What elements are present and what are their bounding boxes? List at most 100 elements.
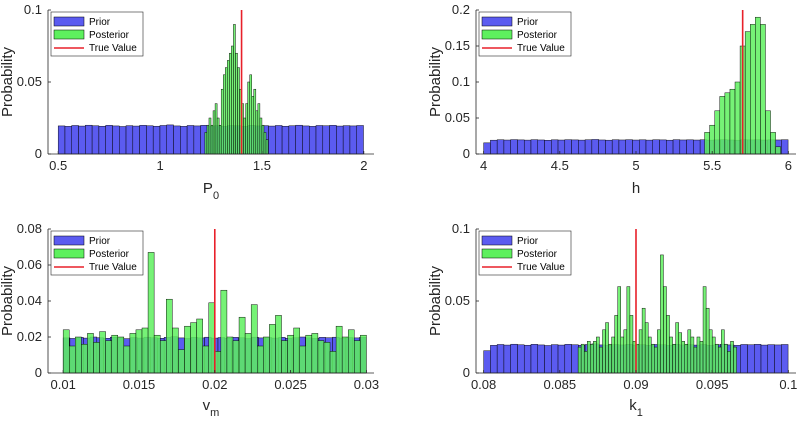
legend-swatch: [481, 29, 513, 40]
bar-posterior: [580, 343, 585, 374]
bar-prior: [760, 344, 769, 374]
bar-prior: [530, 139, 538, 155]
bar-posterior: [243, 117, 246, 155]
bar-posterior: [184, 325, 191, 374]
bar-posterior: [711, 336, 716, 374]
bar-posterior: [196, 318, 203, 374]
legend: Prior Posterior True Value: [50, 230, 144, 276]
bar-prior: [503, 139, 511, 155]
bar-posterior: [208, 117, 212, 155]
bar-prior: [557, 344, 566, 374]
bar-prior: [523, 344, 532, 374]
bar-posterior: [587, 341, 591, 374]
x-axis-label: P0: [203, 180, 219, 202]
bar-posterior: [596, 336, 600, 374]
bar-posterior: [204, 132, 208, 155]
bar-posterior: [206, 124, 210, 155]
bar-posterior: [75, 336, 82, 374]
y-tick-label: 0.15: [445, 38, 470, 53]
subplot-h: 4 4.5 5 5.5 6 0 0.05 0.1 0.15 0.2 Probability h Prio…: [427, 2, 796, 197]
bar-prior: [510, 343, 518, 374]
bar-posterior: [69, 345, 76, 374]
bar-posterior: [255, 110, 259, 155]
y-axis-label: Probability: [427, 265, 444, 336]
bar-posterior: [323, 342, 331, 374]
bar-prior: [166, 124, 174, 155]
bar-prior: [686, 139, 694, 155]
legend-label: Posterior: [89, 30, 130, 41]
bar-posterior: [693, 346, 698, 374]
legend-swatch: [481, 248, 513, 259]
bar-posterior: [135, 329, 143, 374]
legend-label: Prior: [517, 17, 539, 28]
bar-prior: [537, 344, 545, 374]
bar-posterior: [281, 340, 288, 374]
bar-posterior: [141, 327, 149, 374]
bar-posterior: [251, 96, 255, 155]
bar-posterior: [225, 67, 228, 155]
legend-swatch: [53, 29, 85, 40]
bar-prior: [342, 125, 351, 155]
bar-prior: [571, 344, 579, 374]
series-posterior: [577, 254, 737, 374]
bar-posterior: [293, 327, 300, 374]
x-tick-label: 0.025: [274, 377, 307, 392]
bar-posterior: [269, 324, 276, 374]
legend-label: Posterior: [517, 249, 558, 260]
bar-prior: [193, 125, 201, 155]
bar-posterior: [178, 349, 185, 374]
bar-prior: [639, 139, 647, 155]
bar-posterior: [669, 336, 673, 374]
bar-prior: [767, 344, 775, 374]
y-tick-label: 0.1: [24, 2, 42, 17]
bar-posterior: [765, 110, 771, 155]
legend-label: Prior: [517, 236, 539, 247]
y-tick-label: 0: [35, 365, 42, 380]
legend: Prior Posterior True Value: [50, 11, 144, 57]
bar-posterior: [259, 117, 263, 155]
bar-prior: [537, 139, 545, 155]
bar-prior: [146, 125, 154, 155]
bar-posterior: [317, 340, 325, 374]
legend-swatch: [481, 235, 513, 246]
bar-posterior: [123, 345, 131, 374]
bar-prior: [125, 125, 134, 155]
bar-posterior: [190, 322, 197, 374]
x-tick-label: 0.01: [51, 377, 76, 392]
bar-prior: [551, 139, 559, 155]
bar-prior: [557, 139, 566, 155]
bar-prior: [645, 139, 653, 155]
bar-prior: [530, 344, 538, 374]
bar-posterior: [719, 96, 726, 155]
series-posterior: [204, 24, 269, 155]
bar-posterior: [623, 329, 628, 374]
bar-prior: [281, 125, 290, 155]
bar-posterior: [329, 351, 337, 374]
legend-swatch: [53, 235, 85, 246]
y-tick-label: 0.05: [17, 74, 42, 89]
bar-posterior: [275, 315, 282, 374]
bar-prior: [349, 125, 357, 155]
bar-posterior: [638, 329, 643, 374]
bar-posterior: [629, 315, 634, 374]
bar-prior: [336, 125, 344, 155]
y-tick-label: 0: [35, 146, 42, 161]
bar-posterior: [218, 124, 222, 155]
bar-posterior: [223, 74, 226, 155]
bar-prior: [152, 125, 161, 155]
x-tick-label: 0.08: [471, 377, 496, 392]
y-axis-label: Probability: [0, 46, 16, 117]
bar-posterior: [690, 336, 695, 374]
bar-posterior: [626, 286, 631, 374]
y-tick-label: 0.08: [17, 221, 42, 236]
bar-posterior: [238, 316, 246, 374]
bar-prior: [302, 125, 310, 155]
bar-posterior: [775, 146, 781, 155]
bar-prior: [173, 125, 181, 155]
bar-posterior: [287, 334, 294, 374]
bar-posterior: [210, 124, 214, 155]
x-axis-label: vm: [203, 397, 220, 419]
bar-prior: [605, 139, 613, 155]
bar-posterior: [724, 343, 728, 374]
